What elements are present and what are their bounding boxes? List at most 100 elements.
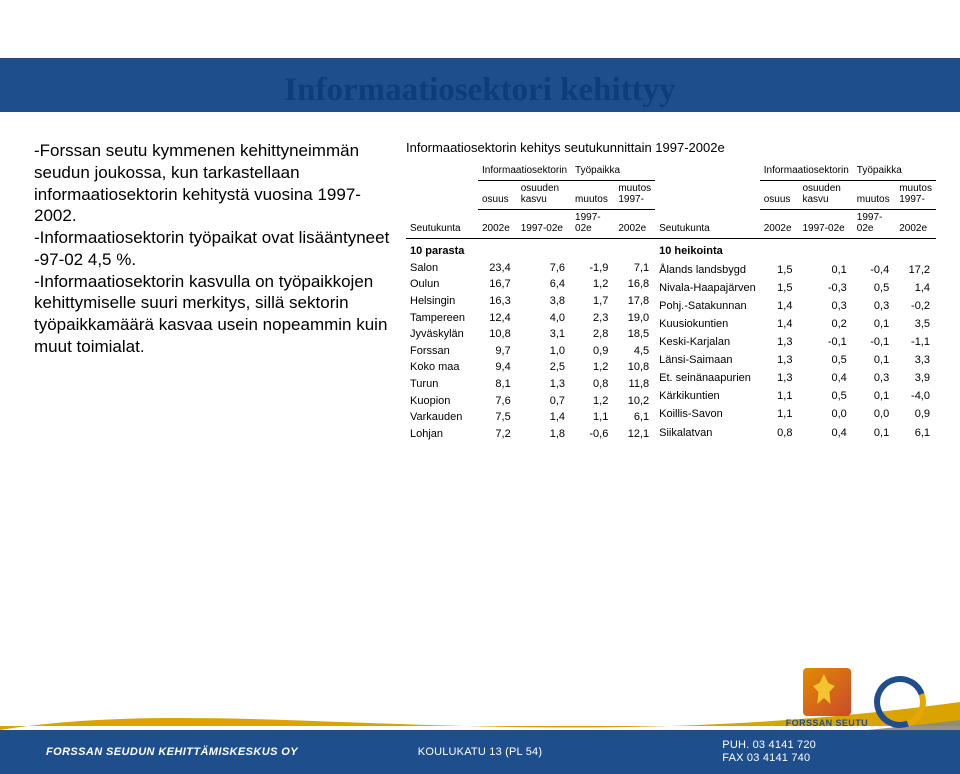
tbody-left: 10 parasta Salon23,47,6-1,97,1Oulun16,76…	[406, 239, 655, 443]
cell-name: Kärkikuntien	[655, 388, 760, 406]
table-row: Jyväskylän10,83,12,818,5	[406, 326, 655, 343]
tables-wrap: Seutukunta Informaatiosektorin Työpaikka…	[406, 163, 936, 443]
slide-title: Informaatiosektori kehittyy	[0, 72, 960, 109]
cell-v2: 0,4	[798, 425, 852, 443]
cell-v3: 1,2	[571, 393, 614, 410]
paragraph-3: -Informaatiosektorin kasvulla on työpaik…	[34, 271, 394, 358]
cell-v1: 0,8	[760, 425, 799, 443]
table-row: Oulun16,76,41,216,8	[406, 276, 655, 293]
cell-v4: 19,0	[614, 310, 655, 327]
cell-v1: 1,3	[760, 370, 799, 388]
table-row: Tampereen12,44,02,319,0	[406, 310, 655, 327]
col-seutukunta: Seutukunta	[406, 163, 478, 239]
table-row: Helsingin16,33,81,717,8	[406, 293, 655, 310]
cell-v2: 0,0	[798, 406, 852, 424]
cell-v3: 0,1	[853, 352, 895, 370]
cell-v1: 1,5	[760, 280, 799, 298]
cell-v4: 6,1	[614, 409, 655, 426]
cell-v1: 1,4	[760, 316, 799, 334]
col-tyopaikka: Työpaikka	[571, 163, 655, 181]
table-row: Lohjan7,21,8-0,612,1	[406, 426, 655, 443]
cell-v4: 11,8	[614, 376, 655, 393]
table-row: Kärkikuntien1,10,50,1-4,0	[655, 388, 936, 406]
cell-name: Et. seinänaapurien	[655, 370, 760, 388]
cell-v3: 0,1	[853, 388, 895, 406]
cell-v2: 0,2	[798, 316, 852, 334]
cell-name: Salon	[406, 260, 478, 277]
cell-v3: 1,2	[571, 276, 614, 293]
cell-v2: 7,6	[517, 260, 571, 277]
cell-v3: 0,9	[571, 343, 614, 360]
cell-v3: 0,8	[571, 376, 614, 393]
cell-v2: 4,0	[517, 310, 571, 327]
cell-v2: 2,5	[517, 359, 571, 376]
cell-v4: 10,2	[614, 393, 655, 410]
cell-v1: 16,3	[478, 293, 517, 310]
cell-v4: 6,1	[895, 425, 936, 443]
cell-v1: 12,4	[478, 310, 517, 327]
paragraph-2: -Informaatiosektorin työpaikat ovat lisä…	[34, 227, 394, 271]
cell-name: Ålands landsbygd	[655, 262, 760, 280]
cell-v4: 0,9	[895, 406, 936, 424]
cell-v2: 0,7	[517, 393, 571, 410]
logo-circle-icon	[865, 667, 934, 736]
table-title: Informaatiosektorin kehitys seutukunnitt…	[406, 140, 936, 155]
cell-v4: 3,3	[895, 352, 936, 370]
col-info: Informaatiosektorin	[478, 163, 571, 181]
cell-v4: -0,2	[895, 298, 936, 316]
cell-v3: -0,4	[853, 262, 895, 280]
cell-name: Jyväskylän	[406, 326, 478, 343]
table-row: Ålands landsbygd1,50,1-0,417,2	[655, 262, 936, 280]
table-column: Informaatiosektorin kehitys seutukunnitt…	[406, 140, 936, 443]
table-right: Seutukunta Informaatiosektorin Työpaikka…	[655, 163, 936, 443]
cell-v3: 2,3	[571, 310, 614, 327]
footer: FORSSAN SEUTU FORSSAN SEUDUN KEHITTÄMISK…	[0, 682, 960, 774]
cell-v4: 7,1	[614, 260, 655, 277]
cell-name: Lohjan	[406, 426, 478, 443]
cell-v3: 2,8	[571, 326, 614, 343]
cell-v1: 1,3	[760, 352, 799, 370]
table-row: Forssan9,71,00,94,5	[406, 343, 655, 360]
cell-name: Kuopion	[406, 393, 478, 410]
cell-v4: 10,8	[614, 359, 655, 376]
cell-v4: 1,4	[895, 280, 936, 298]
table-header-row: Seutukunta Informaatiosektorin Työpaikka	[655, 163, 936, 181]
cell-v2: 1,4	[517, 409, 571, 426]
cell-v1: 9,7	[478, 343, 517, 360]
cell-name: Pohj.-Satakunnan	[655, 298, 760, 316]
cell-v4: -1,1	[895, 334, 936, 352]
cell-v2: 0,5	[798, 352, 852, 370]
footer-phone: PUH. 03 4141 720 FAX 03 4141 740	[722, 739, 816, 765]
cell-v3: 1,7	[571, 293, 614, 310]
cell-name: Kuusiokuntien	[655, 316, 760, 334]
cell-name: Turun	[406, 376, 478, 393]
cell-v1: 1,3	[760, 334, 799, 352]
cell-name: Oulun	[406, 276, 478, 293]
cell-name: Koko maa	[406, 359, 478, 376]
cell-v2: 0,5	[798, 388, 852, 406]
cell-v1: 10,8	[478, 326, 517, 343]
cell-v1: 9,4	[478, 359, 517, 376]
cell-name: Koillis-Savon	[655, 406, 760, 424]
cell-v2: 0,3	[798, 298, 852, 316]
cell-v2: 0,4	[798, 370, 852, 388]
cell-v4: 17,8	[614, 293, 655, 310]
cell-v3: 0,3	[853, 370, 895, 388]
cell-v1: 1,1	[760, 388, 799, 406]
table-header-row: Seutukunta Informaatiosektorin Työpaikka	[406, 163, 655, 181]
cell-v2: 1,3	[517, 376, 571, 393]
cell-v3: -1,9	[571, 260, 614, 277]
cell-v2: 1,0	[517, 343, 571, 360]
paragraph-1: -Forssan seutu kymmenen kehittyneimmän s…	[34, 140, 394, 227]
cell-v2: 3,1	[517, 326, 571, 343]
cell-v1: 7,5	[478, 409, 517, 426]
table-row: Pohj.-Satakunnan1,40,30,3-0,2	[655, 298, 936, 316]
content-row: -Forssan seutu kymmenen kehittyneimmän s…	[0, 112, 960, 443]
cell-v3: 1,1	[571, 409, 614, 426]
cell-v3: 0,3	[853, 298, 895, 316]
cell-name: Keski-Karjalan	[655, 334, 760, 352]
cell-v2: -0,3	[798, 280, 852, 298]
cell-v1: 16,7	[478, 276, 517, 293]
cell-v2: 6,4	[517, 276, 571, 293]
footer-address: KOULUKATU 13 (PL 54)	[0, 746, 960, 758]
